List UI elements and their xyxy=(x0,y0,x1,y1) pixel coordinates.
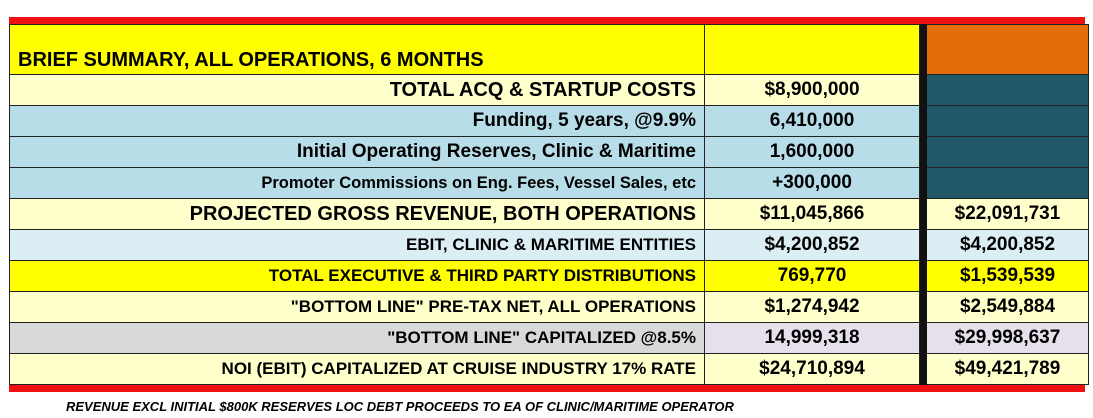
summary-table: BRIEF SUMMARY, ALL OPERATIONS, 6 MONTHS … xyxy=(9,24,1089,385)
title-col3-cell xyxy=(926,24,1089,75)
row-value-2 xyxy=(926,74,1089,106)
row-label: TOTAL EXECUTIVE & THIRD PARTY DISTRIBUTI… xyxy=(9,260,705,292)
column-divider xyxy=(919,322,927,354)
row-value: $1,274,942 xyxy=(704,291,920,323)
row-value: 14,999,318 xyxy=(704,322,920,354)
row-value-2 xyxy=(926,105,1089,137)
row-value-2: $4,200,852 xyxy=(926,229,1089,261)
title-row: BRIEF SUMMARY, ALL OPERATIONS, 6 MONTHS xyxy=(9,24,1089,75)
column-divider xyxy=(919,74,927,106)
column-divider xyxy=(919,167,927,199)
table-row: Initial Operating Reserves, Clinic & Mar… xyxy=(9,136,1089,168)
column-divider xyxy=(919,229,927,261)
row-value-2: $22,091,731 xyxy=(926,198,1089,230)
column-divider xyxy=(919,353,927,385)
column-divider xyxy=(919,105,927,137)
row-value: +300,000 xyxy=(704,167,920,199)
bottom-red-bar xyxy=(9,385,1085,392)
top-red-bar xyxy=(9,17,1085,24)
summary-sheet: BRIEF SUMMARY, ALL OPERATIONS, 6 MONTHS … xyxy=(9,17,1089,392)
row-value-2: $1,539,539 xyxy=(926,260,1089,292)
row-value-2: $2,549,884 xyxy=(926,291,1089,323)
row-value: 769,770 xyxy=(704,260,920,292)
row-label: "BOTTOM LINE" CAPITALIZED @8.5% xyxy=(9,322,705,354)
table-row: "BOTTOM LINE" PRE-TAX NET, ALL OPERATION… xyxy=(9,291,1089,323)
row-label: PROJECTED GROSS REVENUE, BOTH OPERATIONS xyxy=(9,198,705,230)
table-row: TOTAL ACQ & STARTUP COSTS $8,900,000 xyxy=(9,74,1089,106)
row-label: EBIT, CLINIC & MARITIME ENTITIES xyxy=(9,229,705,261)
row-label: Funding, 5 years, @9.9% xyxy=(9,105,705,137)
row-value: 6,410,000 xyxy=(704,105,920,137)
row-value: $11,045,866 xyxy=(704,198,920,230)
row-label: NOI (EBIT) CAPITALIZED AT CRUISE INDUSTR… xyxy=(9,353,705,385)
title-value-cell xyxy=(704,24,920,75)
table-row: TOTAL EXECUTIVE & THIRD PARTY DISTRIBUTI… xyxy=(9,260,1089,292)
row-value: 1,600,000 xyxy=(704,136,920,168)
sheet-title: BRIEF SUMMARY, ALL OPERATIONS, 6 MONTHS xyxy=(9,24,705,75)
table-row: PROJECTED GROSS REVENUE, BOTH OPERATIONS… xyxy=(9,198,1089,230)
column-divider xyxy=(919,291,927,323)
column-divider xyxy=(919,198,927,230)
footnote: REVENUE EXCL INITIAL $800K RESERVES LOC … xyxy=(66,399,734,414)
table-row: EBIT, CLINIC & MARITIME ENTITIES $4,200,… xyxy=(9,229,1089,261)
row-label: "BOTTOM LINE" PRE-TAX NET, ALL OPERATION… xyxy=(9,291,705,323)
row-label: Initial Operating Reserves, Clinic & Mar… xyxy=(9,136,705,168)
row-label: Promoter Commissions on Eng. Fees, Vesse… xyxy=(9,167,705,199)
row-value: $24,710,894 xyxy=(704,353,920,385)
row-value: $4,200,852 xyxy=(704,229,920,261)
table-row: Funding, 5 years, @9.9% 6,410,000 xyxy=(9,105,1089,137)
row-value-2: $29,998,637 xyxy=(926,322,1089,354)
row-value-2: $49,421,789 xyxy=(926,353,1089,385)
row-value-2 xyxy=(926,167,1089,199)
row-value: $8,900,000 xyxy=(704,74,920,106)
column-divider xyxy=(919,24,927,75)
row-value-2 xyxy=(926,136,1089,168)
column-divider xyxy=(919,136,927,168)
table-row: NOI (EBIT) CAPITALIZED AT CRUISE INDUSTR… xyxy=(9,353,1089,385)
column-divider xyxy=(919,260,927,292)
row-label: TOTAL ACQ & STARTUP COSTS xyxy=(9,74,705,106)
table-row: "BOTTOM LINE" CAPITALIZED @8.5% 14,999,3… xyxy=(9,322,1089,354)
table-row: Promoter Commissions on Eng. Fees, Vesse… xyxy=(9,167,1089,199)
